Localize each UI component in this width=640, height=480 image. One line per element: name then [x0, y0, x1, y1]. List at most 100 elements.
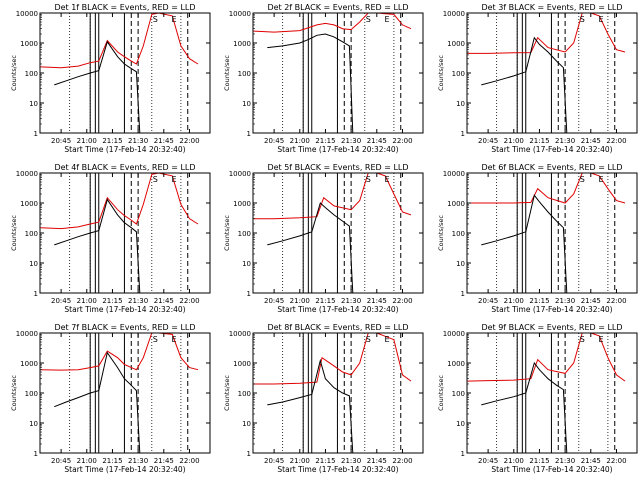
y-tick-label: 1 — [34, 450, 38, 458]
y-tick-label: 1000 — [20, 360, 38, 368]
y-axis-label: Counts/sec — [223, 215, 231, 251]
panel-title: Det 7f BLACK = Events, RED = LLD — [54, 323, 195, 332]
x-tick-label: 21:15 — [315, 457, 335, 465]
detector-panel: Det 8f BLACK = Events, RED = LLD S E 1 10 100… — [223, 323, 424, 474]
events-series-line — [267, 33, 354, 133]
y-tick-label: 100 — [452, 390, 465, 398]
y-tick-label: 100 — [25, 390, 38, 398]
y-tick-label: 10 — [29, 420, 38, 428]
x-tick-label: 20:45 — [478, 457, 498, 465]
x-axis-label: Start Time (17-Feb-14 20:32:40) — [277, 305, 398, 314]
marker-annotation: S — [580, 15, 585, 24]
panel-title: Det 9f BLACK = Events, RED = LLD — [481, 323, 622, 332]
y-tick-label: 10 — [242, 260, 251, 268]
y-tick-label: 10000 — [16, 330, 38, 338]
x-tick-label: 21:30 — [341, 457, 361, 465]
y-tick-label: 10000 — [229, 170, 251, 178]
x-tick-label: 22:00 — [179, 297, 199, 305]
y-tick-label: 1 — [34, 290, 38, 298]
marker-annotation: E — [172, 335, 177, 344]
lld-series-line — [40, 173, 199, 230]
y-tick-label: 1 — [247, 290, 251, 298]
x-tick-label: 21:45 — [367, 297, 387, 305]
plot-frame — [252, 12, 424, 134]
x-tick-label: 21:45 — [367, 137, 387, 145]
x-tick-label: 21:30 — [341, 137, 361, 145]
y-tick-label: 100 — [238, 70, 251, 78]
events-series-line — [481, 194, 568, 293]
x-tick-label: 22:00 — [606, 137, 626, 145]
marker-annotation: E — [385, 175, 390, 184]
events-series-line — [481, 361, 568, 453]
panel-title: Det 4f BLACK = Events, RED = LLD — [54, 163, 195, 172]
y-tick-label: 10000 — [443, 170, 465, 178]
x-tick-label: 21:45 — [581, 297, 601, 305]
marker-annotation: E — [385, 15, 390, 24]
lld-series-line — [253, 13, 412, 33]
x-tick-label: 21:00 — [77, 137, 97, 145]
events-series-line — [54, 40, 141, 133]
marker-annotation: S — [366, 175, 371, 184]
y-axis-label: Counts/sec — [223, 55, 231, 91]
x-tick-label: 21:00 — [504, 297, 524, 305]
x-tick-label: 22:00 — [606, 297, 626, 305]
x-tick-label: 22:00 — [606, 457, 626, 465]
x-tick-label: 21:30 — [555, 457, 575, 465]
marker-annotation: S — [580, 175, 585, 184]
x-tick-label: 21:00 — [504, 457, 524, 465]
y-tick-label: 1000 — [20, 200, 38, 208]
x-tick-label: 22:00 — [179, 137, 199, 145]
marker-annotation: E — [172, 15, 177, 24]
y-tick-label: 100 — [238, 390, 251, 398]
marker-annotation: S — [366, 15, 371, 24]
panel-title: Det 6f BLACK = Events, RED = LLD — [481, 163, 622, 172]
x-axis-label: Start Time (17-Feb-14 20:32:40) — [64, 465, 185, 474]
plot-frame — [252, 332, 424, 454]
marker-annotation: S — [153, 15, 158, 24]
x-tick-label: 21:45 — [581, 457, 601, 465]
x-axis-label: Start Time (17-Feb-14 20:32:40) — [491, 305, 612, 314]
y-tick-label: 1000 — [233, 360, 251, 368]
x-axis-label: Start Time (17-Feb-14 20:32:40) — [491, 145, 612, 154]
y-tick-label: 1000 — [233, 40, 251, 48]
y-tick-label: 1000 — [20, 40, 38, 48]
x-tick-label: 21:15 — [315, 137, 335, 145]
plot-frame — [466, 12, 638, 134]
y-tick-label: 10000 — [443, 10, 465, 18]
x-tick-label: 21:15 — [529, 297, 549, 305]
x-tick-label: 21:30 — [128, 297, 148, 305]
detector-panel: Det 2f BLACK = Events, RED = LLD S E 1 10 100… — [223, 3, 424, 154]
panel-title: Det 3f BLACK = Events, RED = LLD — [481, 3, 622, 12]
events-series-line — [54, 198, 141, 293]
x-tick-label: 20:45 — [51, 457, 71, 465]
y-axis-label: Counts/sec — [437, 55, 445, 91]
x-tick-label: 21:30 — [555, 137, 575, 145]
x-tick-label: 21:00 — [290, 457, 310, 465]
y-tick-label: 1 — [247, 130, 251, 138]
lld-series-line — [467, 13, 626, 54]
detector-panel: Det 3f BLACK = Events, RED = LLD S E 1 10 100… — [437, 3, 638, 154]
plot-frame — [39, 332, 211, 454]
x-axis-label: Start Time (17-Feb-14 20:32:40) — [277, 145, 398, 154]
marker-annotation: S — [366, 335, 371, 344]
x-tick-label: 21:00 — [77, 297, 97, 305]
x-tick-label: 22:00 — [392, 457, 412, 465]
marker-annotation: E — [599, 335, 604, 344]
y-tick-label: 10 — [242, 420, 251, 428]
y-tick-label: 1 — [247, 450, 251, 458]
lld-series-line — [467, 173, 626, 204]
x-axis-label: Start Time (17-Feb-14 20:32:40) — [491, 465, 612, 474]
y-tick-label: 1000 — [447, 40, 465, 48]
y-tick-label: 100 — [25, 70, 38, 78]
x-tick-label: 20:45 — [51, 297, 71, 305]
x-tick-label: 21:15 — [529, 457, 549, 465]
x-tick-label: 21:30 — [341, 297, 361, 305]
x-tick-label: 21:15 — [102, 137, 122, 145]
x-tick-label: 20:45 — [264, 137, 284, 145]
y-tick-label: 10000 — [229, 330, 251, 338]
x-tick-label: 22:00 — [392, 137, 412, 145]
marker-annotation: E — [172, 175, 177, 184]
x-tick-label: 21:00 — [290, 137, 310, 145]
y-axis-label: Counts/sec — [10, 55, 18, 91]
